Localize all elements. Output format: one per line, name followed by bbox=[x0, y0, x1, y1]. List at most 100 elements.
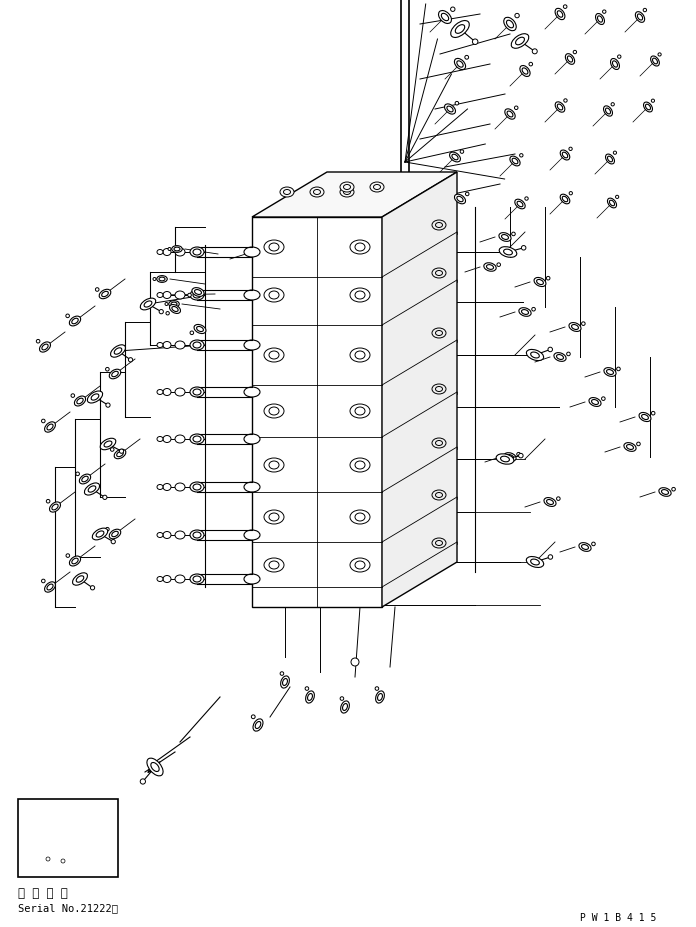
Ellipse shape bbox=[190, 435, 204, 445]
Circle shape bbox=[351, 658, 359, 667]
Circle shape bbox=[613, 152, 617, 155]
Ellipse shape bbox=[504, 250, 512, 256]
Ellipse shape bbox=[571, 325, 578, 330]
Circle shape bbox=[280, 672, 284, 676]
Ellipse shape bbox=[163, 342, 171, 349]
Ellipse shape bbox=[432, 539, 446, 549]
Ellipse shape bbox=[624, 443, 636, 451]
Ellipse shape bbox=[436, 387, 443, 392]
Circle shape bbox=[251, 715, 255, 719]
Ellipse shape bbox=[519, 309, 531, 317]
Ellipse shape bbox=[438, 11, 452, 24]
Ellipse shape bbox=[190, 387, 204, 398]
Circle shape bbox=[66, 554, 70, 558]
Circle shape bbox=[168, 248, 171, 251]
Circle shape bbox=[140, 779, 145, 784]
Ellipse shape bbox=[109, 529, 121, 540]
Ellipse shape bbox=[269, 562, 279, 569]
Ellipse shape bbox=[47, 584, 53, 590]
Ellipse shape bbox=[280, 188, 294, 197]
Ellipse shape bbox=[163, 532, 171, 539]
Ellipse shape bbox=[244, 340, 260, 350]
Ellipse shape bbox=[350, 404, 370, 419]
Circle shape bbox=[106, 403, 110, 408]
Ellipse shape bbox=[565, 55, 575, 65]
Ellipse shape bbox=[592, 400, 599, 405]
Circle shape bbox=[615, 196, 619, 199]
Circle shape bbox=[47, 500, 50, 503]
Ellipse shape bbox=[504, 453, 516, 462]
Ellipse shape bbox=[72, 319, 78, 324]
Ellipse shape bbox=[283, 190, 290, 196]
Ellipse shape bbox=[157, 276, 167, 283]
Ellipse shape bbox=[554, 353, 566, 362]
Circle shape bbox=[569, 148, 572, 151]
Ellipse shape bbox=[436, 272, 443, 276]
Ellipse shape bbox=[163, 436, 171, 443]
Ellipse shape bbox=[244, 387, 260, 398]
Ellipse shape bbox=[190, 575, 204, 584]
Circle shape bbox=[128, 358, 133, 362]
Text: P W 1 B 4 1 5: P W 1 B 4 1 5 bbox=[580, 912, 656, 922]
Ellipse shape bbox=[264, 459, 284, 473]
Circle shape bbox=[153, 278, 156, 281]
Ellipse shape bbox=[174, 248, 180, 251]
Ellipse shape bbox=[603, 107, 612, 117]
Ellipse shape bbox=[342, 704, 347, 711]
Circle shape bbox=[465, 57, 468, 60]
Ellipse shape bbox=[244, 291, 260, 300]
Circle shape bbox=[48, 838, 53, 842]
Circle shape bbox=[95, 288, 99, 292]
Ellipse shape bbox=[244, 575, 260, 584]
Polygon shape bbox=[382, 172, 457, 607]
Ellipse shape bbox=[168, 301, 180, 308]
Ellipse shape bbox=[432, 329, 446, 338]
Circle shape bbox=[497, 263, 500, 267]
Ellipse shape bbox=[555, 9, 565, 20]
Ellipse shape bbox=[264, 349, 284, 362]
Ellipse shape bbox=[612, 62, 617, 68]
Ellipse shape bbox=[432, 221, 446, 231]
Ellipse shape bbox=[526, 557, 544, 568]
Ellipse shape bbox=[557, 105, 563, 111]
Ellipse shape bbox=[193, 485, 201, 490]
Circle shape bbox=[617, 56, 621, 59]
Ellipse shape bbox=[610, 201, 615, 207]
Ellipse shape bbox=[72, 559, 78, 565]
Ellipse shape bbox=[190, 340, 204, 350]
Ellipse shape bbox=[157, 390, 163, 395]
Ellipse shape bbox=[355, 462, 365, 469]
Circle shape bbox=[548, 555, 553, 560]
Circle shape bbox=[512, 233, 515, 236]
Circle shape bbox=[71, 394, 74, 398]
Ellipse shape bbox=[255, 722, 261, 729]
Circle shape bbox=[529, 63, 532, 67]
Ellipse shape bbox=[175, 342, 185, 349]
Ellipse shape bbox=[340, 701, 349, 713]
Ellipse shape bbox=[175, 248, 185, 257]
Ellipse shape bbox=[355, 292, 365, 299]
Ellipse shape bbox=[244, 530, 260, 540]
Ellipse shape bbox=[192, 288, 204, 297]
Ellipse shape bbox=[606, 370, 613, 375]
Circle shape bbox=[159, 311, 164, 314]
Ellipse shape bbox=[269, 244, 279, 252]
Circle shape bbox=[516, 453, 521, 456]
Ellipse shape bbox=[190, 530, 204, 540]
Ellipse shape bbox=[546, 500, 553, 505]
Polygon shape bbox=[252, 172, 457, 218]
Ellipse shape bbox=[193, 389, 201, 396]
Ellipse shape bbox=[59, 828, 67, 834]
Ellipse shape bbox=[308, 693, 313, 701]
Ellipse shape bbox=[175, 436, 185, 443]
Circle shape bbox=[569, 193, 572, 196]
Ellipse shape bbox=[45, 423, 56, 433]
Ellipse shape bbox=[172, 307, 178, 312]
Ellipse shape bbox=[157, 437, 163, 442]
Ellipse shape bbox=[653, 59, 658, 65]
Ellipse shape bbox=[520, 67, 530, 77]
Circle shape bbox=[42, 579, 45, 583]
Ellipse shape bbox=[355, 408, 365, 415]
Ellipse shape bbox=[269, 292, 279, 299]
Ellipse shape bbox=[521, 311, 528, 315]
